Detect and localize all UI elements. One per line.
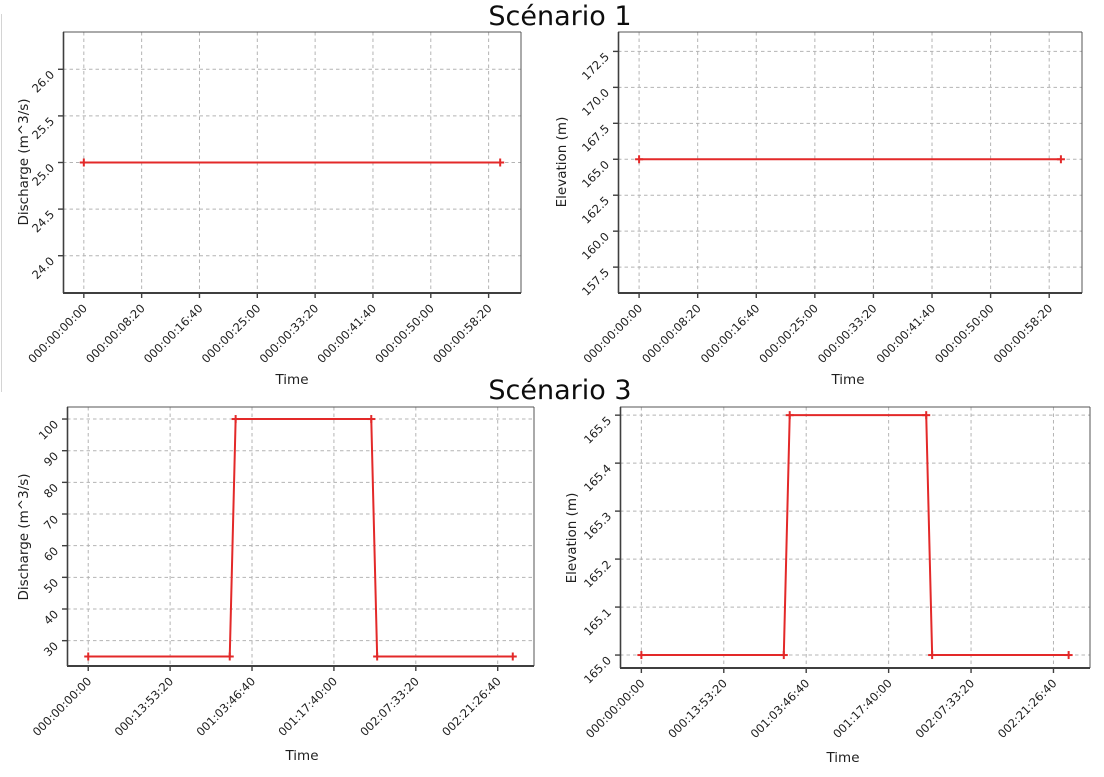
- y-tick-label: 172.5: [579, 50, 612, 83]
- series-line-elevation: [641, 414, 1069, 657]
- y-tick-label: 70: [41, 512, 61, 532]
- y-tick-label: 162.5: [579, 193, 612, 226]
- figure-title-scenario-3: Scénario 3: [488, 375, 632, 406]
- y-axis-label-s1-elevation: Elevation (m): [554, 116, 570, 208]
- y-tick-label: 165.4: [581, 461, 614, 494]
- plot-scenario1-elevation: 000:00:00:00000:00:08:20000:00:16:40000:…: [579, 31, 1083, 366]
- x-tick-label: 000:00:00:00: [25, 301, 90, 366]
- x-tick-label: 000:00:25:00: [756, 301, 821, 366]
- tick-labels: 000:00:00:00 000:13:53:20 001:03:46:40 001:…: [581, 413, 1060, 741]
- x-tick-label: 000:00:00:00: [30, 674, 95, 739]
- y-tick-label: 165.5: [581, 413, 614, 446]
- grid: [67, 407, 534, 666]
- x-tick-label: 000:13:53:20: [112, 674, 177, 739]
- x-tick-label: 000:00:16:40: [698, 301, 763, 366]
- y-tick-label: 167.5: [579, 122, 612, 155]
- y-tick-label: 24.5: [29, 207, 57, 235]
- y-tick-label: 165.3: [581, 509, 614, 542]
- y-tick-label: 160.0: [579, 229, 612, 262]
- x-tick-label: 002:21:26:40: [995, 676, 1060, 741]
- y-tick-label: 100: [36, 417, 61, 442]
- y-tick-label: 60: [41, 544, 61, 564]
- x-tick-label: 001:03:46:40: [748, 676, 813, 741]
- y-tick-label: 165.0: [581, 653, 614, 686]
- axes-spines: [66, 406, 535, 667]
- chart-scenario1-elevation: 000:00:00:00 000:00:08:20 000:00:16:40 000:…: [579, 31, 1083, 366]
- window-edge-line: [1, 14, 2, 392]
- axes-spines: [619, 406, 1091, 669]
- x-tick-label: 002:07:33:20: [357, 674, 422, 739]
- y-tick-label: 165.0: [579, 157, 612, 190]
- chart-scenario3-elevation: 000:00:00:00 000:13:53:20 001:03:46:40 001:…: [581, 406, 1091, 741]
- x-tick-label: 000:00:08:20: [83, 301, 148, 366]
- x-axis-label-s3-discharge: Time: [285, 748, 319, 764]
- series-markers-elevation: [637, 411, 1073, 660]
- grid: [618, 32, 1082, 293]
- x-tick-label: 000:00:25:00: [199, 301, 264, 366]
- x-tick-label: 000:00:50:00: [932, 301, 997, 366]
- y-tick-label: 40: [41, 607, 61, 627]
- x-tick-label: 001:17:40:00: [830, 676, 895, 741]
- x-tick-label: 000:00:50:00: [372, 301, 437, 366]
- y-tick-label: 50: [41, 576, 61, 596]
- grid: [620, 407, 1090, 668]
- axes-spines: [62, 31, 522, 294]
- series-line-discharge: [88, 418, 513, 658]
- y-tick-label: 25.5: [29, 114, 57, 142]
- y-tick-label: 90: [41, 449, 61, 469]
- plot-scenario1-discharge: 000:00:00:00000:00:08:20000:00:16:40000:…: [25, 31, 522, 366]
- x-tick-label: 000:00:08:20: [639, 301, 704, 366]
- x-tick-label: 000:00:16:40: [141, 301, 206, 366]
- series-markers-discharge: [84, 415, 517, 661]
- chart-scenario3-discharge: 000:00:00:00 000:13:53:20 001:03:46:40 001:…: [30, 406, 535, 739]
- y-tick-label: 26.0: [29, 68, 57, 96]
- figure-title-scenario-1: Scénario 1: [488, 1, 632, 32]
- series-markers-discharge: [79, 158, 505, 167]
- x-tick-label: 001:03:46:40: [193, 674, 258, 739]
- y-tick-label: 157.5: [579, 265, 612, 298]
- x-tick-label: 000:00:41:40: [314, 301, 379, 366]
- y-axis-label-s1-discharge: Discharge (m^3/s): [16, 98, 32, 226]
- y-tick-label: 170.0: [579, 86, 612, 119]
- series-markers-elevation: [635, 155, 1065, 164]
- y-tick-label: 24.0: [29, 254, 57, 282]
- x-tick-label: 000:00:41:40: [873, 301, 938, 366]
- x-tick-label: 000:00:58:20: [430, 301, 495, 366]
- chart-scenario1-discharge: 000:00:00:00 000:00:08:20 000:00:16:40 000:…: [25, 31, 522, 366]
- axes-spines: [617, 31, 1083, 294]
- y-tick-label: 165.2: [581, 557, 614, 590]
- x-tick-label: 000:00:00:00: [581, 301, 646, 366]
- x-tick-label: 002:21:26:40: [439, 674, 504, 739]
- x-tick-label: 000:00:33:20: [815, 301, 880, 366]
- x-tick-label: 001:17:40:00: [275, 674, 340, 739]
- x-tick-label: 000:00:00:00: [583, 676, 648, 741]
- y-tick-label: 165.1: [581, 605, 614, 638]
- tick-labels: 000:00:00:00 000:13:53:20 001:03:46:40 001:…: [30, 417, 504, 739]
- x-tick-label: 000:13:53:20: [665, 676, 730, 741]
- plot-scenario3-elevation: 000:00:00:00 000:13:53:20 001:03:46:40 001:…: [581, 406, 1091, 741]
- x-axis-label-s1-discharge: Time: [275, 372, 309, 388]
- x-tick-label: 000:00:58:20: [991, 301, 1056, 366]
- x-tick-label: 002:07:33:20: [912, 676, 977, 741]
- tick-labels: 000:00:00:00000:00:08:20000:00:16:40000:…: [25, 68, 494, 366]
- y-axis-label-s3-elevation: Elevation (m): [564, 492, 580, 584]
- tick-labels: 000:00:00:00000:00:08:20000:00:16:40000:…: [579, 50, 1055, 366]
- x-axis-label-s1-elevation: Time: [831, 372, 865, 388]
- x-tick-label: 000:00:33:20: [257, 301, 322, 366]
- y-tick-label: 30: [41, 639, 61, 659]
- y-tick-label: 25.0: [29, 161, 57, 189]
- y-axis-label-s3-discharge: Discharge (m^3/s): [16, 473, 32, 601]
- y-tick-label: 80: [41, 481, 61, 501]
- x-axis-label-s3-elevation: Time: [826, 750, 860, 766]
- plot-scenario3-discharge: 000:00:00:00 000:13:53:20 001:03:46:40 001:…: [30, 406, 535, 739]
